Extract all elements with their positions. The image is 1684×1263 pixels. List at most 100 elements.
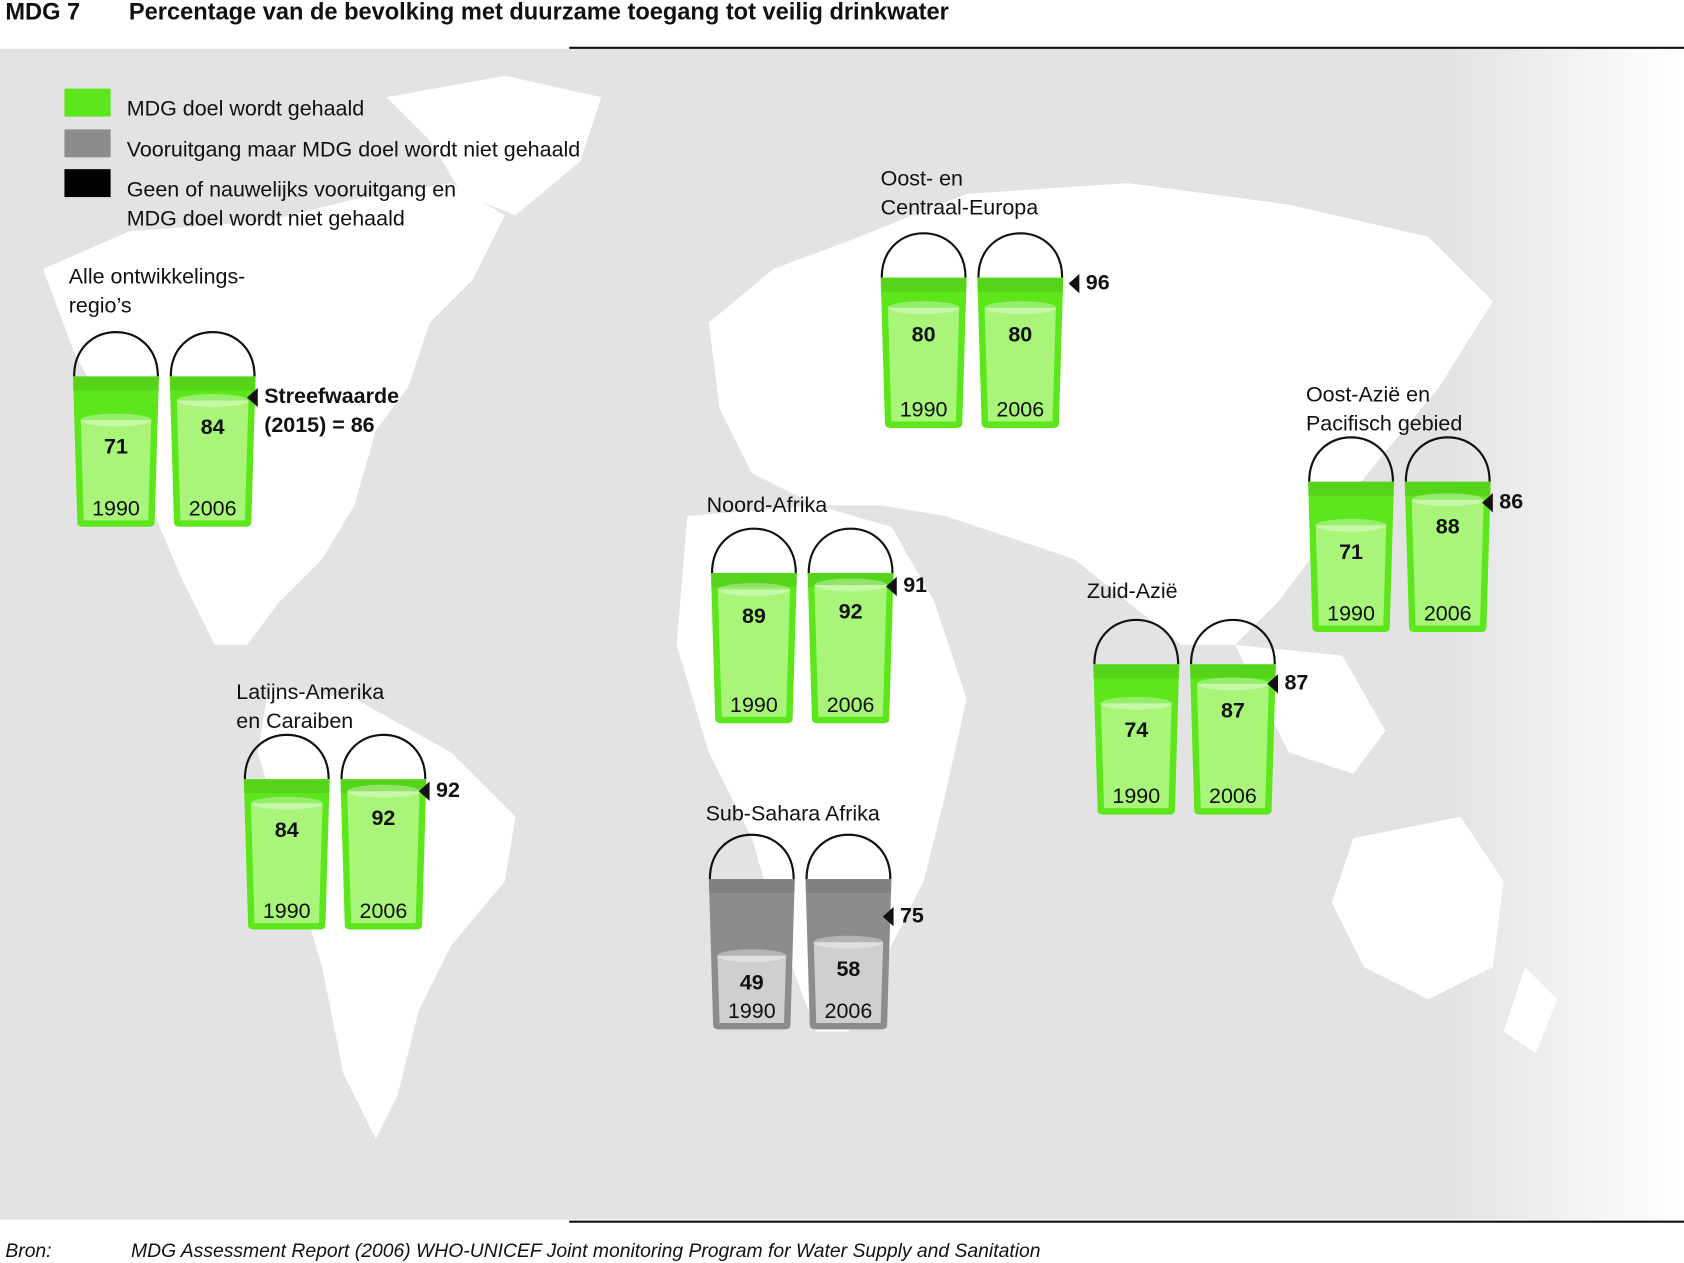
water-surface <box>347 784 420 798</box>
legend-label: MDG doel wordt niet gehaald <box>127 206 405 230</box>
bucket-rim <box>1189 664 1276 679</box>
legend-swatch <box>64 169 111 198</box>
value-label: 49 <box>740 970 764 994</box>
target-label: (2015) = 86 <box>264 413 374 437</box>
water-level <box>984 307 1056 422</box>
bucket-rim <box>340 779 427 794</box>
header-title: Percentage van de bevolking met duurzame… <box>129 0 949 26</box>
legend-label: MDG doel wordt gehaald <box>127 97 364 121</box>
year-label: 2006 <box>1209 784 1257 808</box>
value-label: 92 <box>371 806 395 830</box>
value-label: 58 <box>836 957 860 981</box>
bucket-handle <box>243 733 330 780</box>
header-code: MDG 7 <box>5 0 80 26</box>
target-marker <box>418 781 430 801</box>
value-label: 84 <box>201 415 225 439</box>
value-label: 92 <box>839 600 863 624</box>
water-surface <box>717 949 787 963</box>
bucket-handle <box>1189 619 1276 665</box>
value-label: 80 <box>912 322 936 346</box>
value-label: 87 <box>1221 698 1245 722</box>
bucket-rim <box>710 572 797 587</box>
bucket-rim <box>977 277 1064 292</box>
year-label: 2006 <box>360 899 408 923</box>
target-marker <box>1482 493 1493 513</box>
value-label: 80 <box>1008 322 1032 346</box>
year-label: 2006 <box>825 999 873 1023</box>
water-level <box>250 803 323 924</box>
year-label: 1990 <box>730 693 778 717</box>
year-label: 2006 <box>1424 602 1472 626</box>
value-label: 71 <box>104 435 128 459</box>
region-name: Latijns-Amerika <box>236 680 384 704</box>
legend-label: Geen of nauwelijks vooruitgang en <box>127 177 456 201</box>
water-surface <box>1100 696 1172 710</box>
value-label: 74 <box>1124 718 1148 742</box>
value-label: 89 <box>742 604 766 628</box>
target-label: Streefwaarde <box>264 384 399 408</box>
bucket-handle <box>805 833 892 880</box>
bucket-handle <box>880 232 967 278</box>
year-label: 2006 <box>189 496 237 520</box>
bucket-rim <box>708 879 795 894</box>
bucket-rim <box>73 376 159 391</box>
legend-label: Vooruitgang maar MDG doel wordt niet geh… <box>127 138 581 162</box>
water-surface <box>1196 677 1269 691</box>
region-name: Alle ontwikkelings- <box>69 264 246 288</box>
year-label: 1990 <box>1112 784 1160 808</box>
water-surface <box>887 301 960 315</box>
target-marker <box>1267 674 1279 694</box>
bucket-handle <box>977 232 1064 278</box>
bucket-rim <box>1404 481 1491 496</box>
target-value: 96 <box>1086 270 1110 294</box>
water-level <box>80 420 152 521</box>
water-level <box>813 942 884 1023</box>
bucket-handle <box>1308 436 1395 482</box>
water-level <box>176 400 249 521</box>
year-label: 1990 <box>92 496 140 520</box>
water-surface <box>1411 493 1484 507</box>
water-surface <box>80 413 152 427</box>
water-surface <box>250 796 323 810</box>
water-level <box>717 589 790 717</box>
target-marker <box>882 906 894 927</box>
water-surface <box>176 394 249 407</box>
water-surface <box>1315 518 1387 532</box>
year-label: 1990 <box>728 999 776 1023</box>
water-surface <box>813 935 884 949</box>
bucket-rim <box>1308 481 1395 496</box>
bucket-handle <box>73 331 159 377</box>
value-label: 88 <box>1436 514 1460 538</box>
target-value: 86 <box>1499 489 1523 513</box>
water-surface <box>814 578 887 592</box>
region-name: en Caraiben <box>236 709 353 733</box>
target-marker <box>247 387 258 408</box>
bucket-rim <box>805 879 892 894</box>
region-name: Pacifisch gebied <box>1306 411 1462 435</box>
water-level <box>1315 525 1387 626</box>
bucket-handle <box>1093 619 1180 665</box>
water-level <box>887 307 960 422</box>
source-label: Bron: <box>5 1241 51 1262</box>
water-surface <box>984 301 1056 315</box>
bucket-handle <box>708 833 795 880</box>
bucket-rim <box>1093 664 1180 679</box>
year-label: 1990 <box>900 397 948 421</box>
value-label: 71 <box>1339 540 1363 564</box>
region-name: Noord-Afrika <box>707 493 828 517</box>
source-text: MDG Assessment Report (2006) WHO-UNICEF … <box>131 1241 1040 1262</box>
target-marker <box>886 576 897 597</box>
bucket-rim <box>807 572 894 587</box>
water-level <box>1411 499 1484 626</box>
year-label: 1990 <box>1327 602 1375 626</box>
legend-swatch <box>64 88 111 117</box>
value-label: 84 <box>275 818 299 842</box>
water-level <box>1196 683 1269 809</box>
bucket-rim <box>169 376 256 391</box>
region-name: Oost- en <box>881 167 963 191</box>
target-marker <box>1068 273 1080 294</box>
region-name: Sub-Sahara Afrika <box>706 801 880 825</box>
water-level <box>1100 703 1172 809</box>
